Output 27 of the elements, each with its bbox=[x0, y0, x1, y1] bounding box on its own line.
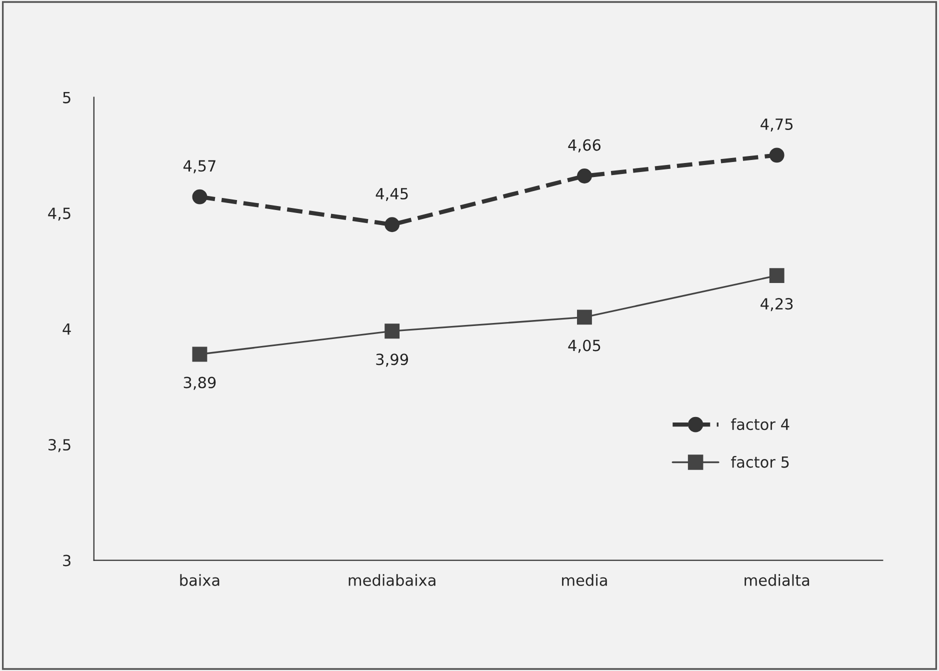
point bbox=[577, 168, 592, 184]
y-tick-label: 3,5 bbox=[48, 439, 70, 452]
x-tick-label: medialta bbox=[744, 574, 810, 586]
data-label: 4,05 bbox=[568, 340, 600, 353]
data-label: 3,99 bbox=[376, 354, 408, 367]
data-label: 4,23 bbox=[760, 298, 793, 312]
data-label: 4,75 bbox=[760, 118, 793, 132]
point bbox=[769, 268, 784, 284]
legend-label: factor 5 bbox=[731, 456, 789, 468]
point bbox=[192, 346, 208, 362]
x-tick-label: baixa bbox=[180, 574, 220, 586]
y-tick-label: 4,5 bbox=[48, 208, 70, 221]
point bbox=[384, 217, 400, 232]
data-label: 4,66 bbox=[568, 139, 601, 152]
data-label: 4,57 bbox=[183, 160, 216, 174]
point bbox=[192, 189, 208, 204]
x-tick-label: mediabaixa bbox=[348, 574, 436, 586]
data-label: 4,45 bbox=[376, 188, 408, 201]
data-label: 3,89 bbox=[184, 376, 216, 390]
point bbox=[769, 148, 784, 163]
point bbox=[577, 310, 592, 325]
legend-label: factor 4 bbox=[731, 418, 790, 430]
x-tick-label: media bbox=[562, 574, 607, 586]
y-tick-label: 5 bbox=[63, 92, 70, 104]
y-tick-label: 4 bbox=[62, 323, 71, 335]
y-tick-label: 3 bbox=[63, 554, 70, 566]
point bbox=[384, 324, 400, 339]
